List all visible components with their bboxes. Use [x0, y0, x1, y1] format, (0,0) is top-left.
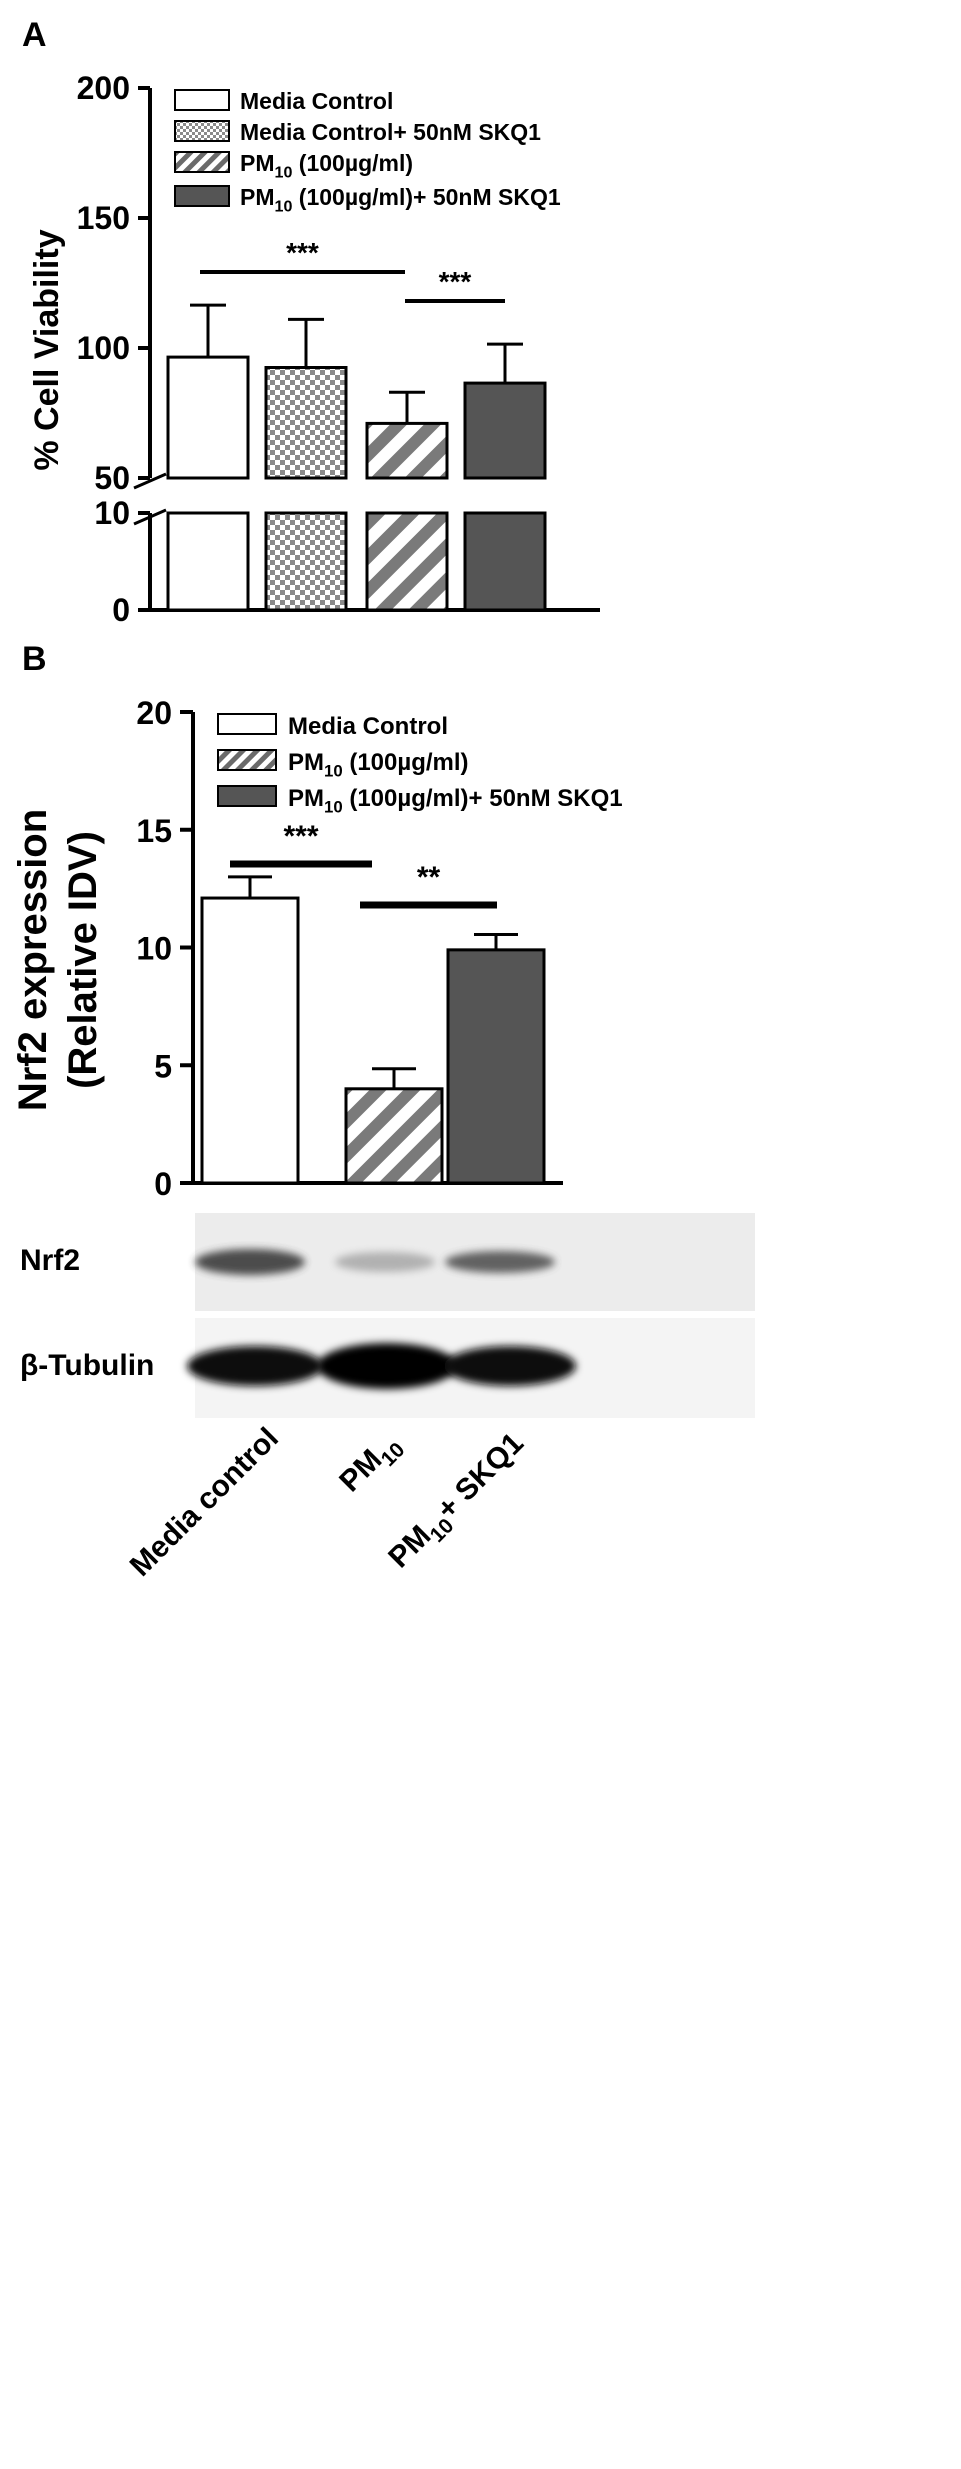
b-legend-label: PM10 (100µg/ml)+ 50nM SKQ1 [288, 785, 623, 817]
lane-label-main: Media control [124, 1422, 285, 1583]
a-bar-upper [166, 355, 250, 480]
panel-a-y-ticks: 50 100 150 200 0 10 [77, 70, 150, 628]
panel-b-y-ticks: 0 5 10 15 20 [136, 695, 193, 1202]
a-y-tick-label: 200 [77, 70, 130, 106]
panel-b-significance: ***** [230, 820, 497, 909]
b-legend-label-subscript: 10 [324, 762, 343, 781]
a-legend-label: Media Control [240, 88, 393, 114]
a-y-tick-label: 150 [77, 200, 130, 236]
a-legend-label: PM10 (100µg/ml)+ 50nM SKQ1 [240, 184, 561, 215]
panel-b-y-axis-label-line1: Nrf2 expression [11, 809, 55, 1111]
a-legend-swatch [174, 89, 230, 111]
b-significance-label: ** [417, 861, 441, 894]
a-legend-swatch [174, 185, 230, 207]
panel-a-letter: A [22, 16, 47, 54]
a-legend-label-main: PM [240, 184, 275, 210]
b-legend-label-main: PM [288, 749, 324, 776]
a-legend-label-subscript: 10 [275, 197, 293, 215]
a-legend-label-main: Media Control [240, 88, 393, 114]
a-legend-label-suffix: (100µg/ml)+ 50nM SKQ1 [292, 184, 560, 210]
a-legend-label-suffix: (100µg/ml) [292, 150, 413, 176]
a-y-tick-label: 100 [77, 330, 130, 366]
blot-nrf2-band-1 [195, 1249, 305, 1275]
lane-label: PM10+ SKQ1 [382, 1427, 534, 1579]
western-blot [187, 1213, 755, 1418]
a-bar-upper [365, 421, 449, 480]
b-legend-label: PM10 (100µg/ml) [288, 749, 469, 781]
b-bar [446, 948, 546, 1185]
lane-label: Media control [124, 1422, 285, 1583]
panel-a-y-axis-label: % Cell Viability [28, 229, 66, 470]
a-axis-break-mark-2 [133, 508, 167, 526]
blot-tubulin-band-3 [444, 1346, 576, 1386]
a-legend-swatch [174, 151, 230, 173]
panel-a-bars [166, 303, 547, 612]
panel-b-bars [200, 875, 546, 1185]
b-y-tick-label: 20 [136, 695, 172, 731]
a-axis-break-mark-1 [133, 472, 167, 490]
panel-a-significance: *** *** [200, 237, 505, 303]
lane-label-group: PM10 [333, 1427, 409, 1503]
a-legend-label: PM10 (100µg/ml) [240, 150, 413, 181]
b-y-tick-label: 10 [136, 931, 172, 967]
a-significance-label: *** [286, 237, 319, 268]
blot-tubulin-band-2 [317, 1343, 457, 1389]
panel-b: B Nrf2 expression (Relative IDV) 0 5 10 15 2… [11, 640, 755, 1583]
blot-nrf2-band-3 [445, 1251, 555, 1273]
panel-b-letter: B [22, 640, 47, 678]
blot-label-nrf2: Nrf2 [20, 1244, 80, 1277]
lane-label-suffix: + SKQ1 [431, 1427, 530, 1526]
b-legend-swatch [217, 713, 277, 735]
b-y-tick-label: 5 [154, 1048, 172, 1084]
lane-label-group: Media control [124, 1422, 285, 1583]
a-bar-upper [264, 366, 348, 480]
a-legend-swatch [174, 120, 230, 142]
b-y-tick-label: 15 [136, 813, 172, 849]
a-legend-label-main: PM [240, 150, 275, 176]
blot-nrf2-band-2 [335, 1252, 435, 1272]
a-bar-lower [365, 511, 449, 612]
a-bar-lower [264, 511, 348, 612]
lane-label-group: PM10+ SKQ1 [382, 1427, 534, 1579]
b-legend-label-main: Media Control [288, 713, 448, 740]
a-bar-upper [463, 381, 547, 480]
blot-label-tubulin: β-Tubulin [20, 1349, 154, 1382]
b-bar [344, 1087, 444, 1185]
a-y-tick-label: 10 [94, 495, 130, 531]
b-legend-swatch [217, 749, 277, 771]
lane-label: PM10 [333, 1427, 409, 1503]
a-y-tick-label: 50 [94, 460, 130, 496]
b-legend-label-suffix: (100µg/ml)+ 50nM SKQ1 [343, 785, 623, 812]
a-legend-label-main: Media Control+ 50nM SKQ1 [240, 119, 541, 145]
blot-tubulin-band-1 [187, 1346, 323, 1386]
b-significance-label: *** [283, 820, 318, 853]
b-legend-label-main: PM [288, 785, 324, 812]
a-significance-label: *** [439, 266, 472, 297]
b-legend-label: Media Control [288, 713, 448, 740]
panel-b-y-axis-label-line2: (Relative IDV) [61, 831, 105, 1089]
b-bar [200, 896, 300, 1185]
b-y-tick-label: 0 [154, 1166, 172, 1202]
a-legend-label-subscript: 10 [275, 163, 293, 181]
a-bar-lower [166, 511, 250, 612]
b-legend-swatch [217, 785, 277, 807]
a-y-tick-label: 0 [112, 592, 130, 628]
a-legend-label: Media Control+ 50nM SKQ1 [240, 119, 541, 145]
a-bar-lower [463, 511, 547, 612]
b-legend-label-suffix: (100µg/ml) [343, 749, 469, 776]
b-legend-label-subscript: 10 [324, 798, 343, 817]
